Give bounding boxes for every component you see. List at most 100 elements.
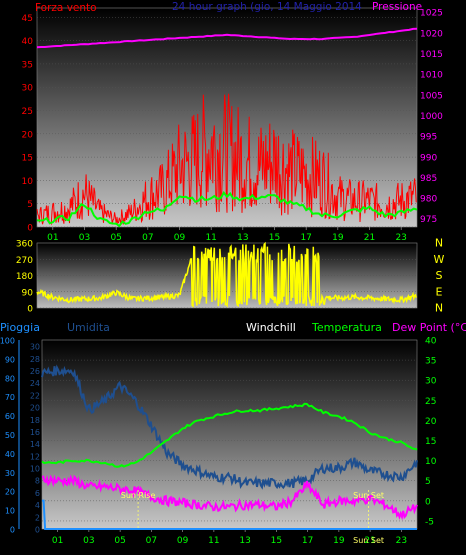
tick-label-rain: 80 [5, 374, 15, 383]
pressure-axis-title: Pressione [372, 1, 422, 13]
tick-label-rain: 40 [5, 450, 15, 459]
humidity-axis-title: Umidita [67, 321, 110, 334]
sun-marker-label: Sun Rise [121, 491, 156, 500]
hour-label-bottom: 07 [146, 536, 157, 546]
compass-label: N [435, 302, 443, 315]
tick-label-direction: 360 [16, 240, 33, 250]
hour-label-top: 19 [332, 233, 344, 243]
tick-label-humidity: 28 [30, 355, 40, 364]
tick-label-wind: 5 [27, 200, 33, 210]
tick-label-pressure: 1010 [420, 71, 443, 81]
tick-label-humidity: 0 [35, 526, 40, 535]
hour-label-bottom: 23 [396, 536, 407, 546]
dewpoint-legend: Dew Point (°C) [392, 321, 466, 334]
tick-label-temperature: 20 [425, 417, 437, 427]
tick-label-rain: 70 [5, 393, 15, 402]
tick-label-direction: 180 [16, 272, 33, 282]
hour-label-top: 09 [174, 233, 186, 243]
tick-label-pressure: 980 [420, 195, 437, 205]
hour-label-top: 13 [237, 233, 248, 243]
compass-label: E [436, 285, 443, 298]
hour-label-bottom: 17 [302, 536, 313, 546]
tick-label-humidity: 18 [30, 416, 40, 425]
tick-label-humidity: 30 [30, 343, 40, 352]
temperature-legend: Temperatura [311, 321, 382, 334]
tick-label-temperature: 35 [425, 357, 436, 367]
series-rain-line [42, 499, 417, 530]
wind-axis-title: Forza vento [35, 2, 97, 14]
tick-label-pressure: 975 [420, 215, 437, 225]
compass-label: N [435, 237, 443, 250]
temperature-panel [41, 339, 418, 530]
tick-label-temperature: 40 [425, 337, 437, 347]
tick-label-rain: 10 [5, 507, 15, 516]
tick-label-humidity: 4 [35, 501, 40, 510]
hour-label-top: 21 [364, 233, 375, 243]
hour-label-bottom: 01 [52, 536, 63, 546]
hour-label-bottom: 05 [114, 536, 125, 546]
tick-label-pressure: 1000 [420, 112, 443, 122]
compass-label: S [436, 269, 443, 282]
tick-label-humidity: 20 [30, 404, 40, 413]
tick-label-wind: 20 [22, 130, 34, 140]
hour-label-bottom: 09 [177, 536, 189, 546]
hour-label-top: 15 [269, 233, 280, 243]
tick-label-pressure: 995 [420, 133, 437, 143]
tick-label-direction: 0 [27, 305, 33, 315]
hour-label-top: 11 [205, 233, 216, 243]
tick-label-humidity: 12 [30, 452, 40, 461]
tick-label-humidity: 8 [35, 477, 40, 486]
hour-label-bottom: 15 [271, 536, 282, 546]
tick-label-humidity: 26 [30, 367, 40, 376]
hour-label-top: 01 [47, 233, 58, 243]
tick-label-humidity: 16 [30, 428, 40, 437]
tick-label-humidity: 6 [35, 489, 40, 498]
tick-label-rain: 0 [10, 526, 15, 535]
hour-label-top: 05 [110, 233, 121, 243]
hour-label-bottom: 21 [364, 536, 375, 546]
tick-label-temperature: 10 [425, 457, 437, 467]
tick-label-wind: 35 [22, 60, 33, 70]
tick-label-pressure: 1005 [420, 91, 443, 101]
series-temperature-line [41, 402, 418, 468]
tick-label-pressure: 1025 [420, 9, 443, 19]
tick-label-pressure: 1015 [420, 50, 443, 60]
series-humidity-line [41, 364, 418, 490]
tick-label-rain: 60 [5, 412, 15, 421]
tick-label-rain: 50 [5, 431, 15, 440]
series-wind-avg-line [36, 190, 418, 228]
tick-label-humidity: 24 [30, 379, 40, 388]
tick-label-pressure: 1020 [420, 29, 443, 39]
tick-labels: 0510152025303540459759809859909951000100… [0, 9, 445, 546]
hour-label-bottom: 13 [239, 536, 250, 546]
tick-label-wind: 25 [22, 107, 33, 117]
tick-label-wind: 15 [22, 154, 33, 164]
tick-label-temperature: -5 [425, 517, 434, 527]
sun-set-axis-label: Sun Set [353, 536, 384, 545]
hour-label-top: 23 [395, 233, 406, 243]
compass-label: W [434, 253, 445, 266]
hour-label-bottom: 19 [333, 536, 345, 546]
tick-label-direction: 90 [22, 288, 34, 298]
tick-label-pressure: 985 [420, 174, 437, 184]
tick-label-humidity: 2 [35, 513, 40, 522]
tick-label-wind: 45 [22, 14, 33, 24]
tick-label-wind: 10 [22, 177, 34, 187]
hour-label-top: 07 [142, 233, 153, 243]
tick-label-direction: 270 [16, 256, 33, 266]
series-dewpoint-line [41, 474, 418, 521]
tick-label-temperature: 0 [425, 497, 431, 507]
chart-title: 24 hour graph (gio, 14 Maggio 2014 [172, 1, 362, 13]
hour-label-bottom: 11 [208, 536, 219, 546]
tick-label-temperature: 15 [425, 437, 436, 447]
tick-label-humidity: 22 [30, 391, 40, 400]
tick-label-rain: 100 [0, 337, 15, 346]
tick-label-humidity: 14 [30, 440, 40, 449]
tick-label-rain: 30 [5, 469, 15, 478]
tick-label-pressure: 990 [420, 153, 437, 163]
tick-label-rain: 20 [5, 488, 15, 497]
series-layer [36, 27, 418, 530]
tick-label-temperature: 25 [425, 397, 436, 407]
tick-label-rain: 90 [5, 355, 15, 364]
